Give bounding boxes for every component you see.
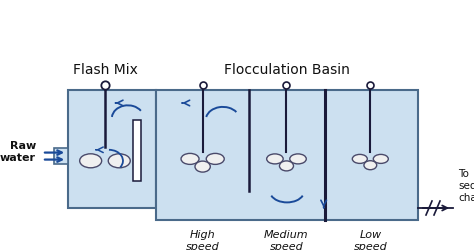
Bar — [54, 148, 68, 164]
Ellipse shape — [267, 154, 283, 164]
Text: Flocculation Basin: Flocculation Basin — [224, 63, 350, 77]
Text: High
speed: High speed — [186, 230, 219, 250]
Bar — [156, 90, 418, 220]
Bar — [68, 90, 156, 208]
Ellipse shape — [80, 154, 101, 168]
Ellipse shape — [280, 161, 293, 171]
Ellipse shape — [206, 154, 224, 164]
Ellipse shape — [374, 154, 388, 164]
Text: Flash Mix: Flash Mix — [73, 63, 137, 77]
Text: To
sedimentation
chamber: To sedimentation chamber — [458, 170, 474, 202]
Ellipse shape — [108, 154, 130, 168]
Ellipse shape — [181, 154, 199, 164]
Text: Low
speed: Low speed — [354, 230, 387, 250]
Text: Raw
water: Raw water — [0, 141, 36, 163]
Bar — [133, 120, 141, 181]
Ellipse shape — [195, 161, 210, 172]
Ellipse shape — [352, 154, 367, 164]
Text: Medium
speed: Medium speed — [264, 230, 309, 250]
Ellipse shape — [290, 154, 306, 164]
Ellipse shape — [364, 161, 377, 170]
